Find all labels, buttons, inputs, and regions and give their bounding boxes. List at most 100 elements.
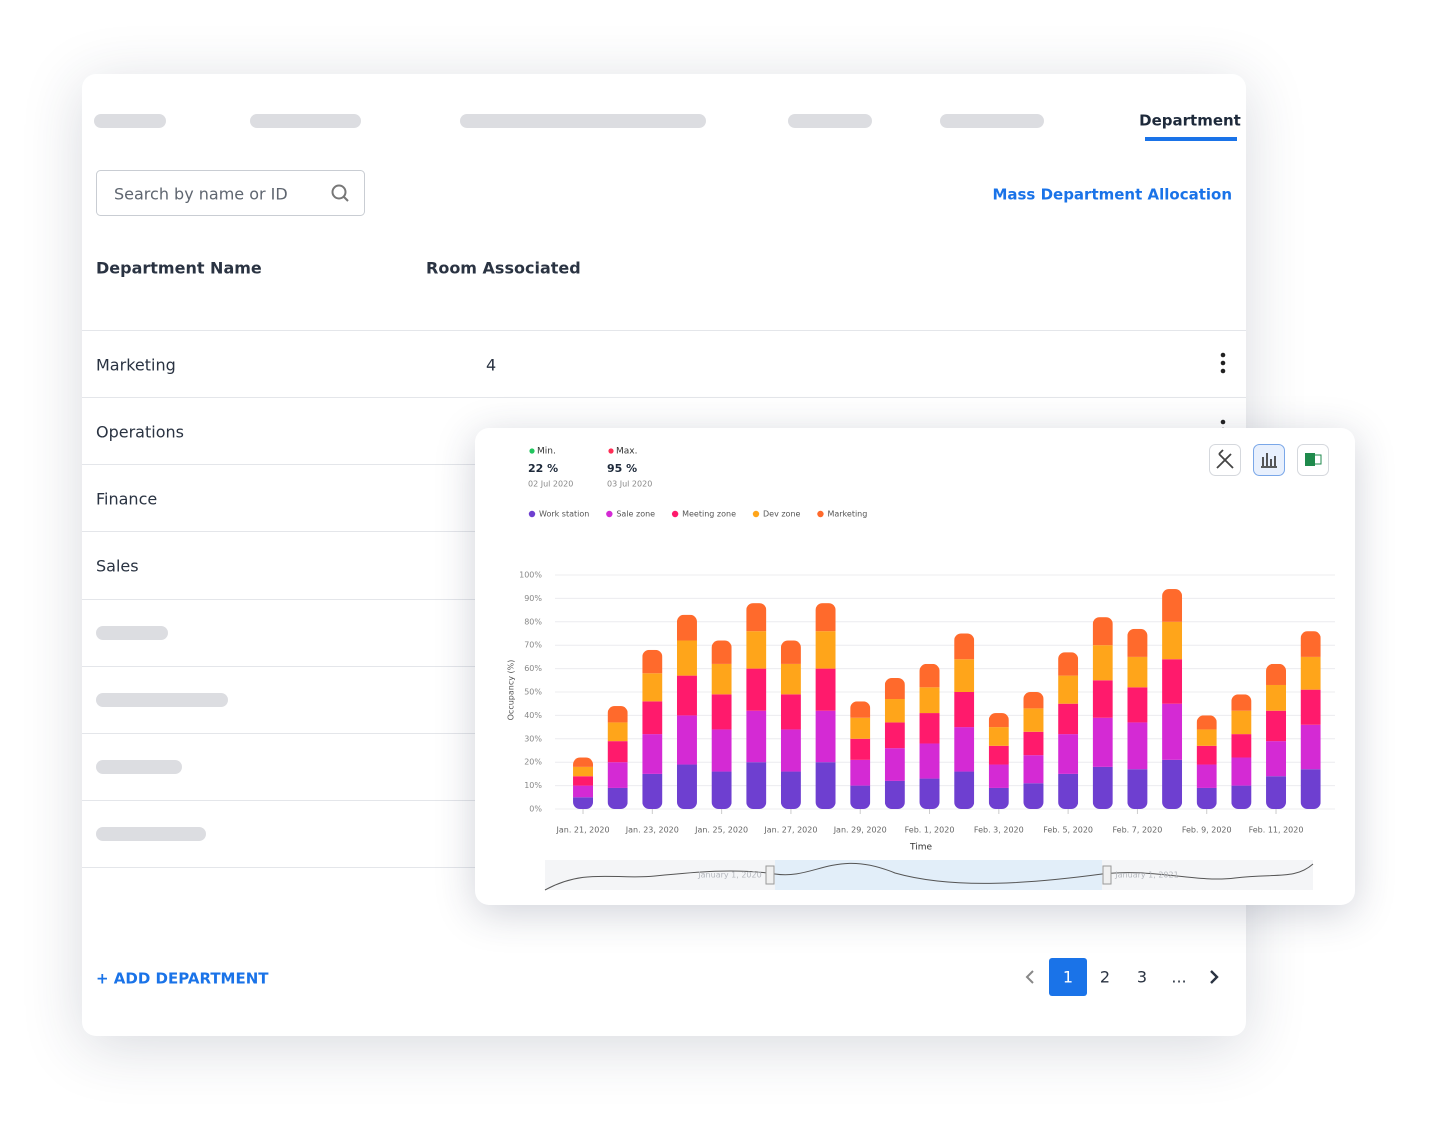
bar-segment	[850, 738, 871, 760]
bar-segment	[884, 780, 905, 809]
bar-segment	[1092, 680, 1113, 718]
chart: January 1, 2020 January 1, 2021 Time Occ…	[507, 444, 1335, 891]
navigator-handle[interactable]	[765, 865, 775, 885]
bar-segment	[1162, 589, 1183, 622]
bar-segment	[1058, 675, 1079, 704]
legend-label: Sale zone	[616, 510, 655, 519]
next-page[interactable]	[1210, 970, 1219, 984]
chart-button[interactable]	[1253, 444, 1285, 476]
bar-segment	[815, 668, 836, 711]
x-tick-label: Feb. 9, 2020	[1182, 826, 1232, 835]
legend-dot	[817, 510, 824, 518]
bar-segment	[1162, 703, 1183, 760]
bar-stack	[676, 614, 697, 809]
navigator-label: January 1, 2020	[697, 871, 761, 880]
stat-dot	[529, 448, 535, 454]
tab-skeleton[interactable]	[940, 114, 1044, 128]
bar-stack	[850, 701, 871, 809]
y-tick-label: 30%	[524, 734, 542, 743]
y-tick-label: 70%	[524, 641, 542, 650]
bar-segment	[919, 713, 940, 744]
bar-segment	[1162, 659, 1183, 704]
bar-segment	[642, 649, 663, 674]
bar-segment	[746, 603, 767, 632]
x-tick-label: Feb. 11, 2020	[1249, 826, 1304, 835]
bar-segment	[815, 631, 836, 669]
bar-segment	[815, 762, 836, 809]
bar-segment	[1058, 773, 1079, 809]
chart-icon	[1261, 453, 1277, 468]
stat-dot	[608, 448, 614, 454]
mass-allocation-link[interactable]: Mass Department Allocation	[992, 186, 1232, 204]
bar-segment	[1058, 703, 1079, 735]
tab-skeleton[interactable]	[94, 114, 166, 128]
y-tick-label: 40%	[524, 711, 542, 720]
bar-stack	[642, 649, 663, 809]
legend-label: Marketing	[827, 510, 867, 519]
bar-segment	[919, 778, 940, 809]
search-box[interactable]	[96, 170, 365, 216]
tab-skeleton[interactable]	[460, 114, 706, 128]
tab-underline	[1145, 137, 1237, 141]
active-tab[interactable]: Department	[1139, 112, 1241, 130]
bar-segment	[988, 787, 1009, 809]
bar-stack	[884, 677, 905, 809]
x-tick-label: Jan. 25, 2020	[694, 826, 748, 835]
y-tick-label: 50%	[524, 688, 542, 697]
bar-segment	[607, 787, 628, 809]
bar-segment	[1300, 769, 1321, 809]
prev-page[interactable]	[1025, 970, 1034, 984]
bar-segment	[607, 741, 628, 763]
bar-segment	[780, 640, 801, 664]
excel-icon	[1312, 454, 1322, 465]
bar-stack	[1162, 589, 1183, 809]
bar-segment	[1162, 621, 1183, 660]
bar-segment	[1266, 741, 1287, 777]
bar-segment	[1266, 663, 1287, 685]
column-header: Department Name	[96, 259, 262, 278]
bar-segment	[815, 710, 836, 763]
row-menu[interactable]	[1220, 352, 1226, 374]
bar-segment	[1231, 694, 1252, 711]
x-tick-label: Jan. 21, 2020	[556, 826, 610, 835]
bar-stack	[1266, 663, 1287, 809]
department-name: Marketing	[96, 356, 176, 375]
bar-segment	[1127, 628, 1148, 657]
bar-segment	[573, 785, 594, 798]
bar-segment	[1231, 785, 1252, 809]
bar-segment	[780, 663, 801, 695]
bar-segment	[884, 722, 905, 749]
page-number[interactable]: 1	[1063, 968, 1073, 987]
active-page[interactable]	[1049, 958, 1087, 996]
bar-stack	[1023, 692, 1044, 809]
bar-stack	[1058, 652, 1079, 809]
bar-segment	[1058, 734, 1079, 774]
bar-segment	[884, 748, 905, 781]
bar-segment	[850, 717, 871, 739]
bar-segment	[954, 692, 975, 728]
tab-skeleton[interactable]	[788, 114, 872, 128]
bar-segment	[919, 663, 940, 688]
bar-segment	[676, 715, 697, 765]
add-department-button[interactable]: + ADD DEPARTMENT	[96, 970, 269, 988]
bar-segment	[676, 764, 697, 809]
bar-segment	[1023, 783, 1044, 809]
tab-skeleton[interactable]	[250, 114, 361, 128]
navigator-handle[interactable]	[1102, 865, 1112, 885]
bar-segment	[1231, 710, 1252, 735]
page-number[interactable]: 2	[1100, 968, 1110, 987]
bar-segment	[815, 603, 836, 632]
chart-card: January 1, 2020 January 1, 2021 Time Occ…	[475, 428, 1355, 905]
bar-segment	[850, 701, 871, 718]
navigator-window[interactable]	[775, 860, 1102, 890]
page-number[interactable]: 3	[1137, 968, 1147, 987]
bar-stack	[780, 640, 801, 809]
navigator[interactable]	[544, 860, 1314, 891]
bar-segment	[746, 710, 767, 763]
bar-segment	[1196, 715, 1217, 730]
bar-segment	[988, 727, 1009, 746]
bar-segment	[746, 762, 767, 809]
stat-label: Max.	[616, 447, 637, 457]
search-icon[interactable]	[331, 184, 349, 202]
bar-segment	[1023, 692, 1044, 709]
